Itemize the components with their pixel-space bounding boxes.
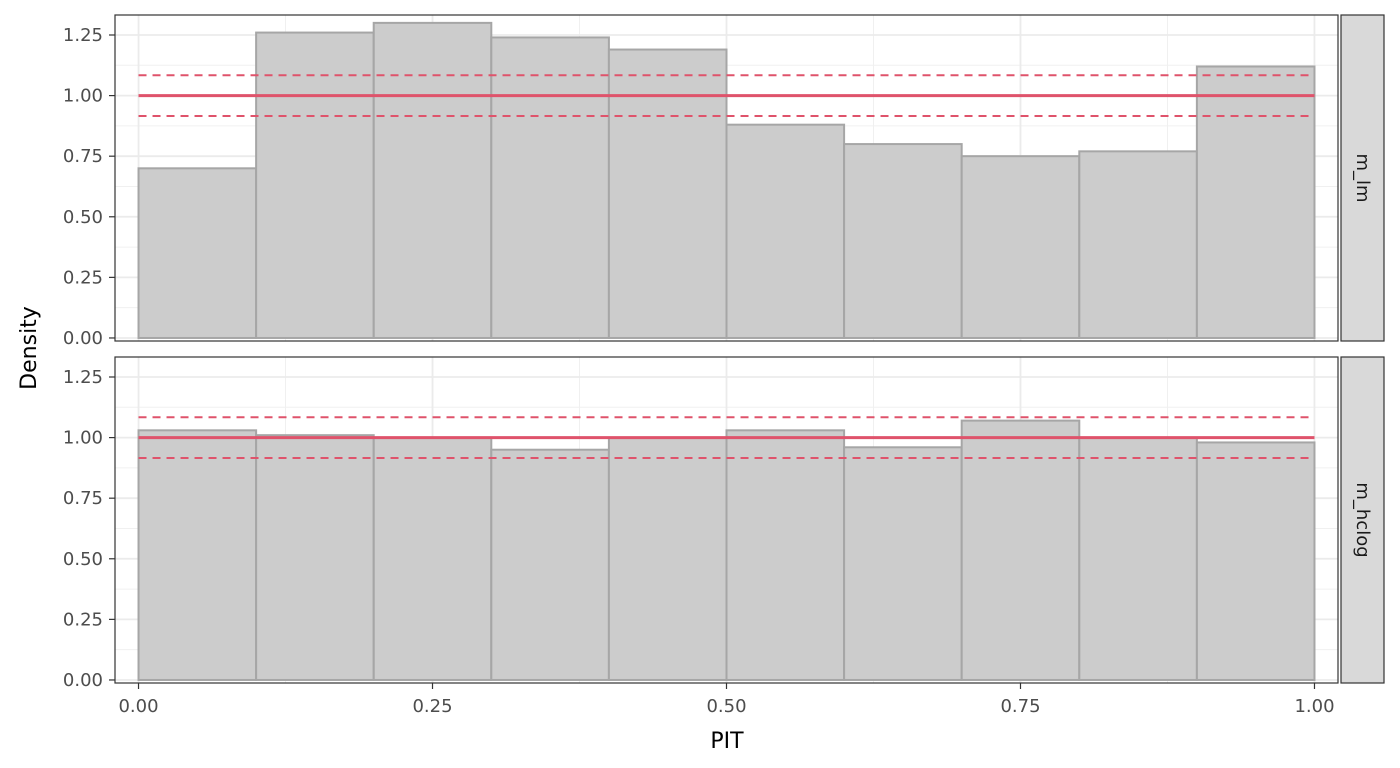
y-tick-label: 1.25 <box>63 25 103 46</box>
histogram-bar <box>137 167 258 339</box>
x-tick-label: 0.00 <box>118 696 158 717</box>
histogram-bar <box>843 143 963 339</box>
y-tick-label: 0.25 <box>63 609 103 630</box>
y-tick-label: 0.00 <box>63 328 103 349</box>
facet-strip-label: m_lm <box>1352 153 1373 202</box>
y-tick-label: 0.50 <box>63 549 103 570</box>
panel-border <box>114 14 1339 342</box>
y-tick-label: 1.00 <box>63 428 103 449</box>
histogram-bar <box>1078 150 1198 339</box>
histogram-bar <box>490 36 610 339</box>
facet-strip <box>1340 356 1385 684</box>
histogram-bar <box>1195 441 1316 681</box>
histogram-bar <box>960 155 1081 339</box>
x-tick-label: 0.50 <box>706 696 746 717</box>
histogram-bar <box>255 434 375 681</box>
facet-strip-label: m_hclog <box>1352 482 1373 557</box>
y-tick-label: 1.00 <box>63 86 103 107</box>
histogram-bar <box>1195 65 1316 339</box>
facet-strip <box>1340 14 1385 342</box>
y-tick-label: 0.25 <box>63 267 103 288</box>
histogram-bar <box>137 429 258 681</box>
histogram-bar <box>1078 436 1198 681</box>
histogram-bar <box>725 429 846 681</box>
histogram-bar <box>843 446 963 681</box>
y-tick-label: 1.25 <box>63 367 103 388</box>
histogram-bar <box>725 123 846 339</box>
x-axis: 0.00 0.25 0.50 0.75 1.00 <box>118 683 1335 717</box>
y-axis-title: Density <box>17 306 42 390</box>
panel-m_lm: 0.00 0.25 0.50 0.75 1.00 1.25 m_lm <box>63 14 1385 349</box>
y-tick-label: 0.00 <box>63 670 103 691</box>
y-tick-label: 0.50 <box>63 207 103 228</box>
panel-m_hclog: 0.00 0.25 0.50 0.75 1.00 1.25 m_hclog <box>63 356 1385 691</box>
histogram-bar <box>607 436 728 681</box>
y-tick-label: 0.75 <box>63 146 103 167</box>
x-tick-label: 1.00 <box>1294 696 1334 717</box>
y-tick-label: 0.75 <box>63 488 103 509</box>
histogram-bar <box>960 419 1081 681</box>
x-axis-title: PIT <box>710 729 744 754</box>
histogram-bar <box>490 448 610 681</box>
x-tick-label: 0.25 <box>412 696 452 717</box>
panels-layer: 0.00 0.25 0.50 0.75 1.00 1.25 m_lm 0.00 0.25 0.50… <box>63 14 1385 691</box>
histogram-bar <box>255 31 375 339</box>
histogram-bar <box>372 21 493 339</box>
histogram-bar <box>372 436 493 681</box>
x-tick-label: 0.75 <box>1000 696 1040 717</box>
histogram-bar <box>607 48 728 339</box>
